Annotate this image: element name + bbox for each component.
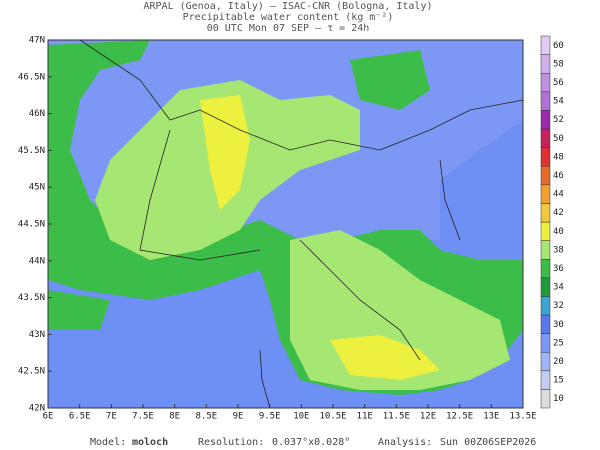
colorbar-band: [540, 296, 551, 316]
y-tick-label: 43.5N: [18, 293, 45, 303]
colorbar-band: [540, 277, 551, 297]
footer-label: Analysis:: [378, 437, 432, 448]
footer-value: moloch: [132, 437, 168, 448]
colorbar-label: 54: [553, 97, 564, 107]
y-tick-label: 46.5N: [18, 72, 45, 82]
colorbar-band: [540, 314, 551, 334]
colorbar-label: 52: [553, 115, 564, 125]
colorbar-band: [540, 240, 551, 260]
colorbar-label: 46: [553, 171, 564, 181]
x-tick-label: 6E: [43, 412, 54, 422]
y-tick-label: 43N: [29, 330, 45, 340]
colorbar-label: 40: [553, 227, 564, 237]
y-tick-label: 47N: [29, 36, 45, 46]
colorbar-label: 20: [553, 357, 564, 367]
footer-label: Resolution:: [198, 437, 264, 448]
field-area: [330, 335, 440, 380]
x-tick-label: 8.5E: [195, 412, 217, 422]
colorbar-label: 38: [553, 245, 564, 255]
x-tick-label: 7E: [106, 412, 117, 422]
colorbar-band: [540, 147, 551, 167]
colorbar-band: [540, 91, 551, 111]
y-tick-label: 44.5N: [18, 220, 45, 230]
footer-value: 0.037°x0.028°: [272, 437, 350, 448]
colorbar-band: [540, 351, 551, 372]
x-tick-label: 11.5E: [383, 412, 410, 422]
colorbar-label: 10: [553, 394, 564, 404]
field-area: [350, 50, 430, 110]
y-tick-label: 42N: [29, 404, 45, 414]
x-tick-label: 9E: [233, 412, 244, 422]
colorbar-label: 25: [553, 338, 564, 348]
footer-label: Model:: [90, 437, 126, 448]
coastline: [79, 40, 523, 408]
colorbar-label: 36: [553, 264, 564, 274]
colorbar-label: 44: [553, 190, 564, 200]
colorbar-band: [540, 35, 551, 55]
colorbar-band: [540, 370, 551, 390]
y-tick-label: 45.5N: [18, 146, 45, 156]
x-tick-label: 10E: [293, 412, 309, 422]
colorbar-band: [540, 258, 551, 279]
colorbar-band: [540, 333, 551, 353]
x-tick-label: 13E: [483, 412, 499, 422]
x-tick-label: 6.5E: [69, 412, 91, 422]
x-tick-label: 9.5E: [259, 412, 281, 422]
field-area: [200, 95, 250, 210]
x-tick-label: 12E: [420, 412, 436, 422]
colorbar-band: [540, 54, 551, 74]
colorbar-band: [540, 72, 551, 93]
colorbar-label: 15: [553, 376, 564, 386]
colorbar-label: 32: [553, 301, 564, 311]
colorbar-label: 56: [553, 78, 564, 88]
y-tick-label: 45N: [29, 183, 45, 193]
colorbar-label: 60: [553, 41, 564, 51]
colorbar-band: [540, 203, 551, 223]
y-tick-label: 42.5N: [18, 367, 45, 377]
x-tick-label: 8E: [169, 412, 180, 422]
colorbar-label: 30: [553, 320, 564, 330]
field: [48, 40, 523, 408]
colorbar-label: 42: [553, 208, 564, 218]
x-tick-label: 7.5E: [132, 412, 154, 422]
colorbar-label: 50: [553, 134, 564, 144]
header-line: 00 UTC Mon 07 SEP – τ = 24h: [207, 23, 370, 34]
footer-value: Sun 00Z06SEP2026: [440, 437, 536, 448]
colorbar-band: [540, 389, 551, 409]
colorbar-band: [540, 184, 551, 204]
header-line: ARPAL (Genoa, Italy) – ISAC-CNR (Bologna…: [144, 1, 433, 12]
colorbar-band: [540, 128, 551, 148]
field-area: [48, 290, 110, 330]
x-tick-label: 12.5E: [446, 412, 473, 422]
colorbar-band: [540, 221, 551, 241]
colorbar-label: 58: [553, 59, 564, 69]
x-tick-label: 13.5E: [509, 412, 536, 422]
colorbar-band: [540, 165, 551, 186]
header-line: Precipitable water content (kg m⁻²): [183, 12, 394, 23]
colorbar-label: 48: [553, 152, 564, 162]
x-tick-label: 11E: [357, 412, 373, 422]
y-tick-label: 46N: [29, 109, 45, 119]
y-tick-label: 44N: [29, 256, 45, 266]
x-tick-label: 10.5E: [319, 412, 346, 422]
colorbar-band: [540, 110, 551, 130]
colorbar-label: 34: [553, 283, 564, 293]
